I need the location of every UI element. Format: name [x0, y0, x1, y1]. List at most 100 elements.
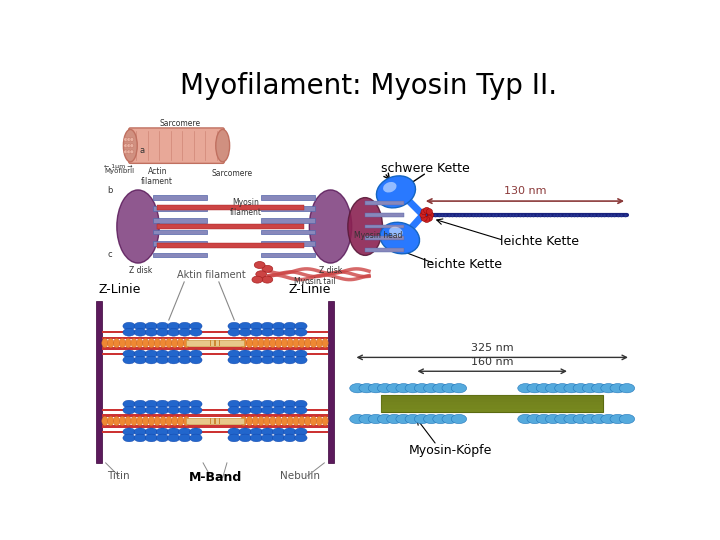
Ellipse shape [190, 328, 202, 336]
Ellipse shape [518, 414, 534, 423]
Ellipse shape [293, 339, 299, 348]
Ellipse shape [294, 350, 307, 357]
Ellipse shape [148, 416, 155, 426]
Ellipse shape [123, 328, 135, 336]
Bar [382, 395, 603, 399]
Text: Titin: Titin [107, 471, 130, 481]
Ellipse shape [156, 428, 168, 436]
Ellipse shape [190, 350, 202, 357]
Ellipse shape [228, 434, 240, 442]
Ellipse shape [239, 400, 251, 408]
Ellipse shape [117, 190, 159, 263]
Ellipse shape [442, 383, 457, 393]
Ellipse shape [256, 271, 266, 278]
Ellipse shape [123, 428, 135, 436]
Ellipse shape [154, 416, 161, 426]
Ellipse shape [156, 328, 168, 336]
Ellipse shape [527, 383, 542, 393]
Bar [365, 248, 404, 252]
Ellipse shape [134, 350, 146, 357]
Ellipse shape [294, 356, 307, 364]
Ellipse shape [272, 356, 285, 364]
Ellipse shape [284, 350, 296, 357]
Bar [153, 230, 207, 234]
Ellipse shape [102, 416, 108, 426]
Ellipse shape [294, 428, 307, 436]
Ellipse shape [134, 400, 146, 408]
Bar [382, 395, 603, 412]
Bar [153, 253, 207, 257]
Ellipse shape [160, 339, 166, 348]
Ellipse shape [239, 356, 251, 364]
Ellipse shape [145, 434, 158, 442]
Ellipse shape [310, 339, 317, 348]
Ellipse shape [137, 339, 143, 348]
Ellipse shape [305, 339, 311, 348]
Ellipse shape [228, 356, 240, 364]
Circle shape [124, 150, 127, 154]
Bar [261, 218, 315, 222]
Ellipse shape [299, 339, 305, 348]
Ellipse shape [272, 322, 285, 330]
Ellipse shape [120, 416, 125, 426]
Ellipse shape [114, 416, 120, 426]
Ellipse shape [527, 414, 542, 423]
Ellipse shape [377, 383, 393, 393]
Ellipse shape [179, 407, 191, 414]
Text: 325 nm: 325 nm [471, 343, 513, 353]
Ellipse shape [348, 198, 382, 255]
Ellipse shape [156, 322, 168, 330]
Ellipse shape [414, 383, 430, 393]
Text: Sarcomere: Sarcomere [160, 119, 201, 127]
Ellipse shape [272, 328, 285, 336]
Ellipse shape [305, 416, 311, 426]
Ellipse shape [287, 339, 293, 348]
Ellipse shape [137, 416, 143, 426]
Ellipse shape [179, 356, 191, 364]
Ellipse shape [171, 339, 178, 348]
Ellipse shape [125, 339, 131, 348]
Text: Myosin-Köpfe: Myosin-Köpfe [409, 444, 492, 457]
Ellipse shape [102, 339, 108, 348]
Text: Aktin filament: Aktin filament [177, 270, 246, 280]
Text: 160 nm: 160 nm [471, 356, 513, 367]
Bar [153, 195, 207, 200]
Ellipse shape [546, 414, 561, 423]
Ellipse shape [282, 416, 287, 426]
Ellipse shape [145, 428, 158, 436]
Ellipse shape [145, 328, 158, 336]
Ellipse shape [228, 428, 240, 436]
Circle shape [130, 138, 134, 141]
Ellipse shape [262, 265, 273, 272]
Ellipse shape [264, 416, 270, 426]
FancyBboxPatch shape [129, 128, 224, 164]
Ellipse shape [168, 428, 180, 436]
Text: M-Band: M-Band [189, 470, 242, 484]
Ellipse shape [405, 414, 420, 423]
Bar [382, 402, 603, 406]
Ellipse shape [270, 339, 276, 348]
Ellipse shape [114, 339, 120, 348]
Ellipse shape [107, 416, 114, 426]
Ellipse shape [251, 428, 263, 436]
Ellipse shape [123, 400, 135, 408]
Ellipse shape [316, 416, 323, 426]
Ellipse shape [284, 356, 296, 364]
Text: ← 1µm →: ← 1µm → [104, 164, 133, 169]
Ellipse shape [123, 407, 135, 414]
Ellipse shape [179, 400, 191, 408]
Bar [102, 347, 328, 349]
Ellipse shape [179, 350, 191, 357]
Ellipse shape [154, 339, 161, 348]
Ellipse shape [251, 407, 263, 414]
Bar [382, 409, 603, 412]
Ellipse shape [246, 339, 253, 348]
Ellipse shape [261, 356, 274, 364]
Ellipse shape [168, 328, 180, 336]
Ellipse shape [261, 434, 274, 442]
Ellipse shape [536, 383, 552, 393]
Ellipse shape [179, 428, 191, 436]
Ellipse shape [134, 328, 146, 336]
Bar [215, 418, 216, 424]
Ellipse shape [272, 407, 285, 414]
